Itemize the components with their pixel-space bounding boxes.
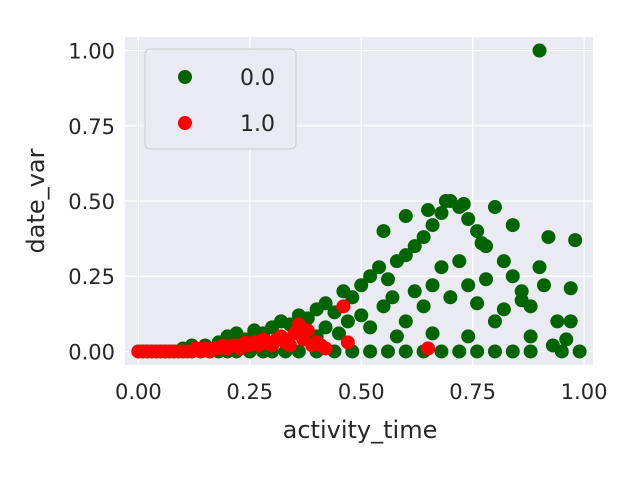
legend: 0.0 1.0 bbox=[144, 48, 297, 150]
legend-marker-series-1 bbox=[178, 116, 192, 130]
data-point bbox=[354, 278, 369, 293]
data-point bbox=[474, 236, 489, 251]
y-axis-label: date_var bbox=[22, 148, 50, 253]
data-point bbox=[443, 290, 458, 305]
data-point bbox=[563, 314, 578, 329]
data-point bbox=[554, 344, 569, 359]
data-point bbox=[380, 272, 395, 287]
data-point bbox=[425, 278, 440, 293]
data-point bbox=[452, 344, 467, 359]
x-tick-label: 1.00 bbox=[561, 380, 608, 404]
data-point bbox=[331, 326, 346, 341]
legend-label-series-0: 0.0 bbox=[240, 66, 275, 91]
y-tick-label: 0.00 bbox=[68, 340, 115, 364]
data-point bbox=[514, 293, 529, 308]
data-point bbox=[421, 341, 436, 356]
legend-label-series-1: 1.0 bbox=[240, 112, 275, 137]
data-point bbox=[572, 344, 587, 359]
data-point bbox=[505, 269, 520, 284]
data-point bbox=[398, 248, 413, 263]
data-point bbox=[541, 230, 556, 245]
x-tick-label: 0.50 bbox=[338, 380, 385, 404]
data-point bbox=[385, 290, 400, 305]
data-point bbox=[434, 206, 449, 221]
x-tick-labels: 0.00 0.25 0.50 0.75 1.00 bbox=[115, 380, 607, 404]
data-point bbox=[523, 329, 538, 344]
legend-marker-series-0 bbox=[178, 70, 192, 84]
y-tick-labels: 0.00 0.25 0.50 0.75 1.00 bbox=[68, 40, 115, 365]
data-point bbox=[461, 278, 476, 293]
data-point bbox=[407, 239, 422, 254]
y-tick-label: 0.50 bbox=[68, 190, 115, 214]
data-point bbox=[372, 260, 387, 275]
data-point bbox=[496, 254, 511, 269]
data-point bbox=[505, 344, 520, 359]
data-point bbox=[363, 320, 378, 335]
series-1-points bbox=[131, 299, 436, 359]
data-point bbox=[470, 224, 485, 239]
data-point bbox=[470, 296, 485, 311]
data-point bbox=[376, 224, 391, 239]
x-axis-label: activity_time bbox=[283, 416, 438, 444]
data-point bbox=[523, 344, 538, 359]
data-point bbox=[282, 338, 297, 353]
data-point bbox=[425, 326, 440, 341]
data-point bbox=[434, 260, 449, 275]
data-point bbox=[318, 296, 333, 311]
data-point bbox=[532, 43, 547, 58]
data-point bbox=[398, 209, 413, 224]
data-points bbox=[131, 43, 587, 359]
data-point bbox=[416, 299, 431, 314]
data-point bbox=[434, 344, 449, 359]
data-point bbox=[461, 212, 476, 227]
data-point bbox=[487, 344, 502, 359]
data-point bbox=[487, 200, 502, 215]
data-point bbox=[389, 329, 404, 344]
data-point bbox=[421, 203, 436, 218]
data-point bbox=[336, 299, 351, 314]
data-point bbox=[550, 314, 565, 329]
data-point bbox=[340, 314, 355, 329]
y-tick-label: 0.75 bbox=[68, 115, 115, 139]
data-point bbox=[532, 260, 547, 275]
data-point bbox=[559, 332, 574, 347]
y-tick-label: 0.25 bbox=[68, 265, 115, 289]
data-point bbox=[354, 308, 369, 323]
data-point bbox=[398, 314, 413, 329]
data-point bbox=[416, 230, 431, 245]
data-point bbox=[470, 344, 485, 359]
data-point bbox=[536, 278, 551, 293]
data-point bbox=[398, 344, 413, 359]
data-point bbox=[300, 323, 315, 338]
data-point bbox=[456, 197, 471, 212]
data-point bbox=[376, 299, 391, 314]
data-point bbox=[345, 290, 360, 305]
data-point bbox=[496, 302, 511, 317]
data-point bbox=[461, 329, 476, 344]
data-point bbox=[407, 284, 422, 299]
data-point bbox=[438, 194, 453, 208]
data-point bbox=[563, 281, 578, 296]
data-point bbox=[487, 314, 502, 329]
data-point bbox=[380, 344, 395, 359]
data-point bbox=[340, 335, 355, 350]
x-tick-label: 0.75 bbox=[449, 380, 496, 404]
data-point bbox=[479, 272, 494, 287]
data-point bbox=[363, 269, 378, 284]
data-point bbox=[568, 233, 583, 248]
x-tick-label: 0.00 bbox=[115, 380, 162, 404]
data-point bbox=[318, 341, 333, 356]
y-tick-label: 1.00 bbox=[68, 40, 115, 64]
data-point bbox=[452, 254, 467, 269]
data-point bbox=[318, 320, 333, 335]
data-point bbox=[363, 344, 378, 359]
x-tick-label: 0.25 bbox=[226, 380, 273, 404]
data-point bbox=[425, 218, 440, 233]
data-point bbox=[505, 218, 520, 233]
